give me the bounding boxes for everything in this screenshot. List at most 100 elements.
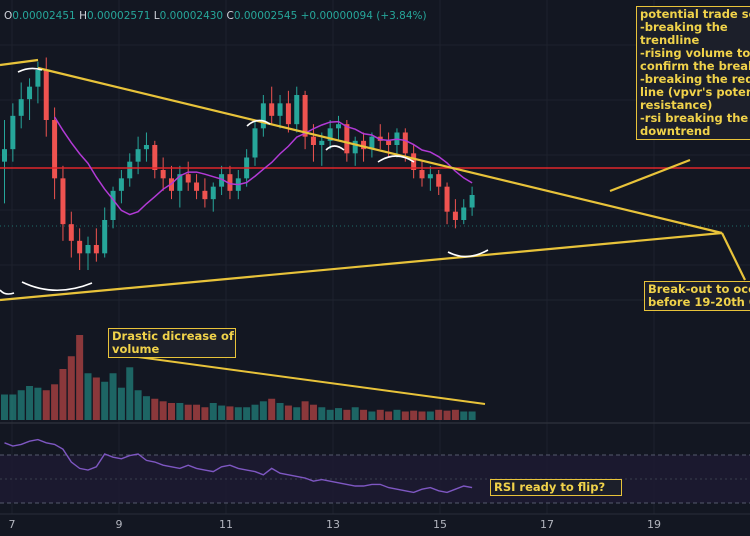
volume-bar [76,335,84,420]
candle-body [102,220,108,254]
volume-bar [259,401,267,420]
ascending-trendline [0,231,723,302]
x-tick-label: 19 [647,518,661,531]
volume-bar [360,409,368,420]
volume-bar [410,410,418,420]
candle-body [260,103,266,129]
volume-bar [34,387,42,420]
volume-bar [176,403,184,420]
candle-body [327,128,333,141]
candle-body [194,182,200,191]
volume-bar [418,411,426,420]
candle [177,165,183,208]
candle-body [110,190,116,220]
volume-bar [234,407,242,420]
candle [469,186,475,216]
high-arc-2 [325,145,345,151]
volume-bar [468,411,476,420]
projection-arrow-up [609,158,691,193]
candle-body [444,186,450,212]
trade-setup-line: downtrend [640,124,711,138]
volume-bar [335,408,342,420]
candle-body [302,95,308,137]
upper-trendline [0,58,39,67]
volume-bar [9,394,17,420]
candle-body [43,70,49,120]
candle [310,124,316,162]
candle-body [227,174,233,191]
volume-bar [84,373,92,420]
candle-body [202,190,208,200]
candle-body [352,140,358,154]
candle-body [77,240,83,254]
candle [160,157,166,191]
trade-setup-line: confirm the breakout [640,59,750,73]
x-tick-label: 7 [9,518,16,531]
candle [369,132,375,158]
volume-bar [42,390,50,420]
volume-bar [59,369,67,420]
candle [294,86,300,133]
volume-bar [385,411,393,420]
candle-body [52,120,58,179]
volume-bar [17,390,25,420]
candle [436,170,442,195]
candle [427,165,433,191]
candle-body [10,115,16,150]
candle [352,136,358,166]
candle [152,140,158,179]
candle-body [143,145,149,150]
candle-body [386,140,392,145]
rsi-note: RSI ready to flip? [490,479,622,496]
projection-arrow-down [721,232,746,281]
candle-body [294,95,300,125]
volume-note-line: volume [112,342,160,356]
candle-body [285,103,291,125]
candle [302,90,308,150]
candle-body [68,224,74,241]
x-tick-label: 15 [433,518,447,531]
candle-body [469,195,475,208]
volume-bar [284,405,292,420]
candle [377,124,383,150]
candle [336,115,341,141]
candle-body [277,103,283,116]
volume-bar [368,411,376,420]
volume-bar [393,409,401,420]
x-tick-label: 13 [326,518,340,531]
low-arc-right [447,249,489,258]
candle-body [436,174,442,187]
x-tick-label: 9 [116,518,123,531]
trade-setup-line: -rsi breaking the [640,111,749,125]
candle [277,95,283,129]
candle-body [118,178,124,191]
candle [110,186,116,229]
volume-bar [326,409,334,420]
volume-bar [251,404,259,420]
candle [118,170,124,204]
candles [2,57,475,270]
rsi-line [4,438,473,494]
candle [444,182,450,225]
low-arc-left [21,281,93,292]
candle [194,174,200,200]
candle [10,103,16,162]
volume-bar [218,405,226,420]
trade-setup-line: line (vpvr's potential [640,85,750,99]
volume-bar [117,387,125,420]
volume-bar [92,377,100,420]
x-tick-label: 11 [219,518,233,531]
volume-bar [184,404,192,420]
low-label: L [153,10,160,22]
candle [52,107,58,200]
open-label: O [4,10,13,22]
volume-bar [101,381,109,420]
volume-bar [268,398,276,420]
volume-bar [209,403,217,420]
high-arc-4 [17,67,43,73]
trade-setup-line: potential trade setup: [640,7,750,21]
candle-body [319,140,325,145]
volume-bar [318,407,326,420]
candle [227,165,233,200]
candle-body [127,161,133,179]
